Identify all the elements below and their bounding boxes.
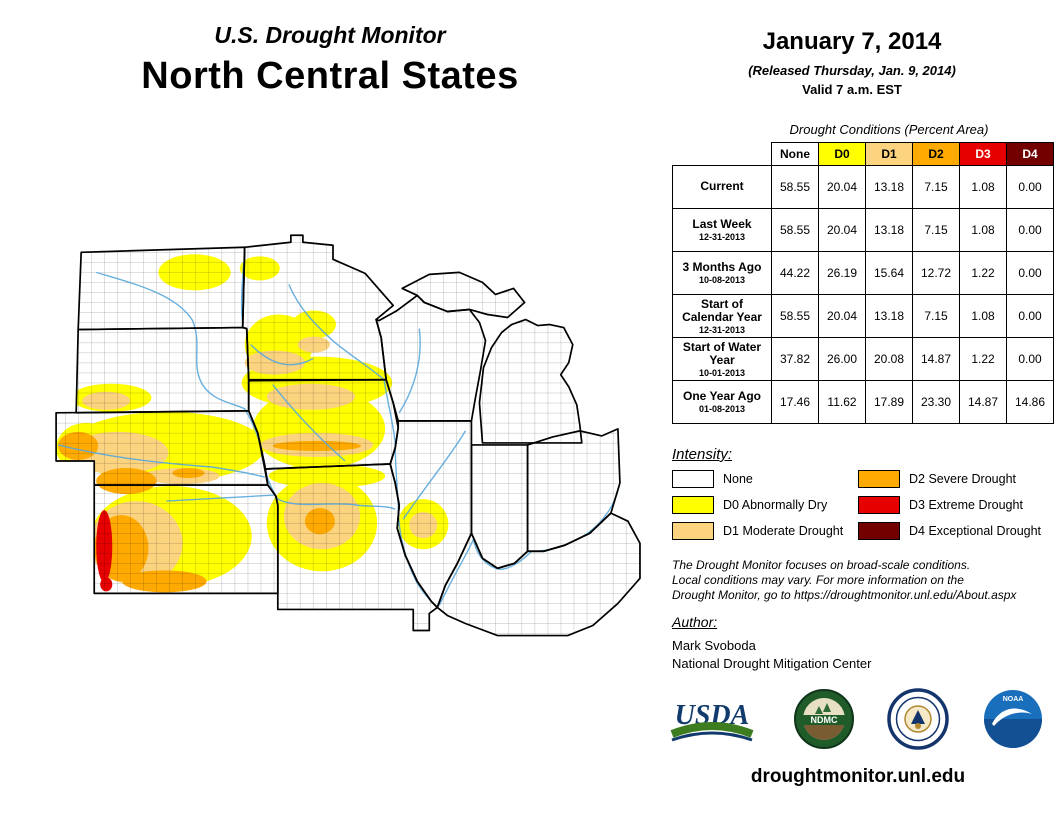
legend-item-d3: D3 Extreme Drought (858, 495, 1044, 514)
legend-item-d4: D4 Exceptional Drought (858, 521, 1044, 540)
swatch-d1 (672, 521, 714, 540)
col-header-d4: D4 (1006, 142, 1054, 166)
row-label: Start of Calendar Year 12-31-2013 (672, 294, 772, 338)
ohio-river (438, 490, 619, 606)
col-header-d3: D3 (959, 142, 1007, 166)
table-row: One Year Ago 01-08-2013 17.46 11.62 17.89… (672, 380, 1054, 424)
drought-areas (56, 235, 640, 636)
col-header-d0: D0 (818, 142, 866, 166)
table-row: Start of Calendar Year 12-31-2013 58.55 2… (672, 294, 1054, 338)
row-label: Last Week 12-31-2013 (672, 208, 772, 252)
table-row: 3 Months Ago 10-08-2013 44.22 26.19 15.64… (672, 251, 1054, 295)
wisconsin-river (398, 328, 421, 414)
table-row: Last Week 12-31-2013 58.55 20.04 13.18 7.… (672, 208, 1054, 252)
noaa-logo: NOAA (983, 690, 1042, 748)
row-label: Start of Water Year 10-01-2013 (672, 337, 772, 381)
disclaimer-note: The Drought Monitor focuses on broad-sca… (672, 558, 1017, 602)
row-label: One Year Ago 01-08-2013 (672, 380, 772, 424)
table-row: Start of Water Year 10-01-2013 37.82 26.0… (672, 337, 1054, 381)
legend-column-right: D2 Severe Drought D3 Extreme Drought D4 … (858, 469, 1044, 548)
legend-heading: Intensity: (672, 446, 733, 463)
author-name: Mark Svoboda (672, 638, 756, 653)
legend-item-d1: D1 Moderate Drought (672, 521, 858, 540)
site-url: droughtmonitor.unl.edu (750, 766, 966, 787)
legend-column-left: None D0 Abnormally Dry D1 Moderate Droug… (672, 469, 858, 548)
svg-text:NOAA: NOAA (1003, 696, 1024, 703)
report-date: January 7, 2014 (762, 28, 942, 55)
date-block: January 7, 2014 (Released Thursday, Jan.… (690, 28, 1014, 97)
report-supertitle: U.S. Drought Monitor (214, 22, 446, 48)
map-panel (26, 232, 646, 704)
county-grid (56, 235, 640, 636)
swatch-none (672, 469, 714, 488)
valid-time: Valid 7 a.m. EST (802, 82, 902, 97)
des-moines-river (272, 384, 346, 462)
author-heading: Author: (672, 614, 718, 630)
rivers (57, 247, 619, 608)
kansas-river (166, 494, 274, 502)
swatch-d4 (858, 521, 900, 540)
missouri-river (96, 271, 396, 510)
intensity-legend: None D0 Abnormally Dry D1 Moderate Droug… (672, 469, 1044, 548)
title-block: U.S. Drought Monitor North Central State… (60, 22, 600, 98)
swatch-d0 (672, 495, 714, 514)
legend-item-none: None (672, 469, 858, 488)
col-header-d1: D1 (865, 142, 913, 166)
logo-row: USDA NDMC NOAA (664, 686, 1044, 752)
ndmc-logo: NDMC (793, 689, 854, 749)
page-title: North Central States (141, 55, 519, 97)
commerce-seal-logo (887, 688, 950, 750)
col-header-d2: D2 (912, 142, 960, 166)
svg-text:NDMC: NDMC (810, 715, 837, 725)
table-row: Current 58.55 20.04 13.18 7.15 1.08 0.00 (672, 165, 1054, 209)
table-caption: Drought Conditions (Percent Area) (789, 122, 989, 137)
legend-item-d2: D2 Severe Drought (858, 469, 1044, 488)
row-label: Current (672, 165, 772, 209)
release-date: (Released Thursday, Jan. 9, 2014) (748, 63, 956, 78)
drought-map (55, 234, 641, 637)
swatch-d3 (858, 495, 900, 514)
minnesota-river (250, 344, 314, 366)
illinois-river (402, 430, 467, 520)
col-header-none: None (771, 142, 819, 166)
legend-item-d0: D0 Abnormally Dry (672, 495, 858, 514)
platte-river (57, 444, 265, 478)
drought-conditions-table: None D0 D1 D2 D3 D4 Current 58.55 20.04 … (672, 142, 1054, 424)
swatch-d2 (858, 469, 900, 488)
table-header-row: None D0 D1 D2 D3 D4 (673, 142, 1054, 166)
author-organization: National Drought Mitigation Center (672, 656, 872, 671)
corner-cell (673, 143, 772, 166)
row-label: 3 Months Ago 10-08-2013 (672, 251, 772, 295)
usda-logo: USDA (670, 700, 754, 742)
